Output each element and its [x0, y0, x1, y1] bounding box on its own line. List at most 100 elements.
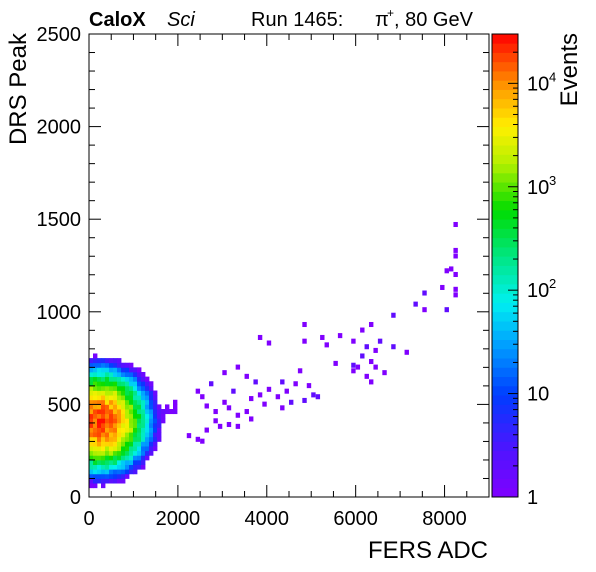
heatmap-bin [105, 455, 110, 461]
heatmap-bin [161, 413, 166, 419]
header-run-label: Run 1465: [251, 9, 343, 31]
color-scale-step [492, 108, 518, 118]
heatmap-bin [195, 436, 201, 442]
heatmap-bin [133, 436, 138, 442]
heatmap-bin [117, 367, 122, 373]
heatmap-bin [117, 441, 122, 447]
x-tick-label: 0 [83, 508, 94, 530]
heatmap-bin [133, 432, 138, 438]
heatmap-bin [145, 436, 150, 442]
heatmap-bin [453, 286, 458, 292]
heatmap-bin [93, 409, 98, 415]
color-scale-step [492, 432, 518, 442]
heatmap-bin [173, 404, 178, 410]
heatmap-bin [280, 405, 285, 411]
color-scale-tick-exponent: 3 [549, 173, 556, 188]
heatmap-bin [249, 396, 254, 402]
heatmap-bin [377, 338, 383, 344]
heatmap-bin [97, 358, 102, 364]
heatmap-bin [97, 395, 102, 401]
color-scale-step [492, 478, 518, 489]
heatmap-bin [101, 390, 106, 396]
heatmap-bin [105, 418, 110, 424]
heatmap-bin [137, 446, 142, 452]
heatmap-bin [373, 347, 378, 353]
color-scale-step [492, 154, 518, 165]
heatmap-bin [97, 441, 102, 447]
heatmap-bin [125, 385, 130, 391]
heatmap-bin [284, 388, 289, 394]
heatmap-bin [149, 385, 154, 391]
heatmap-bin [113, 450, 118, 456]
heatmap-bin [129, 446, 134, 452]
heatmap-bin [93, 390, 98, 396]
heatmap-bin [89, 362, 94, 368]
heatmap-bin [145, 413, 150, 419]
heatmap-bin [257, 392, 263, 398]
x-tick-label: 2000 [156, 508, 201, 530]
heatmap-bin [117, 413, 122, 419]
heatmap-bin [153, 399, 158, 405]
heatmap-bin [109, 358, 114, 364]
heatmap-bin [145, 395, 150, 401]
heatmap-bin [149, 395, 154, 401]
heatmap-bin [297, 368, 303, 374]
heatmap-bin [129, 390, 134, 396]
heatmap-bin [89, 455, 94, 461]
heatmap-bin [145, 381, 150, 387]
x-tick-label: 6000 [333, 508, 378, 530]
heatmap-bin [129, 418, 134, 424]
heatmap-bin [141, 418, 146, 424]
color-scale-tick-label: 10 [527, 73, 549, 95]
heatmap-bin [149, 450, 154, 456]
heatmap-bin [153, 395, 158, 401]
heatmap-bin [351, 338, 356, 344]
heatmap-bin [133, 381, 138, 387]
heatmap-bin [113, 376, 118, 382]
heatmap-bin [97, 376, 102, 382]
heatmap-bin [89, 376, 94, 382]
heatmap-bin [137, 385, 142, 391]
heatmap-bin [145, 390, 150, 396]
heatmap-bin [109, 367, 114, 373]
color-scale-step [492, 274, 518, 285]
heatmap-bin [113, 418, 118, 424]
heatmap-bin [93, 436, 98, 442]
heatmap-bin [153, 409, 158, 415]
heatmap-bin [121, 427, 126, 433]
heatmap-bin [129, 399, 134, 405]
heatmap-bin [145, 427, 150, 433]
x-axis-title: FERS ADC [368, 537, 488, 564]
heatmap-bin [117, 371, 122, 378]
heatmap-bin [141, 395, 146, 401]
heatmap-bin [129, 371, 134, 378]
heatmap-bin [364, 373, 369, 379]
color-scale-step [492, 395, 518, 405]
heatmap-bin [121, 381, 126, 387]
heatmap-bin [97, 436, 102, 442]
heatmap-bin [93, 483, 98, 489]
heatmap-bin [262, 401, 267, 407]
heatmap-bin [125, 464, 130, 470]
heatmap-bin [89, 399, 94, 405]
heatmap-bin [121, 385, 126, 391]
heatmap-bin [117, 358, 122, 364]
heatmap-bin [109, 469, 114, 475]
heatmap-bin [105, 409, 110, 415]
heatmap-bin [101, 371, 106, 378]
heatmap-bin [97, 371, 102, 378]
heatmap-bin [93, 464, 98, 470]
heatmap-bin [440, 284, 445, 290]
heatmap-bin [113, 358, 118, 364]
heatmap-bin [125, 427, 130, 433]
heatmap-bin [93, 381, 98, 387]
heatmap-bin [101, 422, 106, 428]
heatmap-bin [129, 409, 134, 415]
heatmap-bin [113, 399, 118, 405]
heatmap-bin [125, 362, 130, 368]
heatmap-bin [89, 367, 94, 373]
heatmap-bin [105, 427, 110, 433]
heatmap-bin [141, 385, 146, 391]
heatmap-bin [121, 450, 126, 456]
heatmap-bin [133, 455, 138, 461]
